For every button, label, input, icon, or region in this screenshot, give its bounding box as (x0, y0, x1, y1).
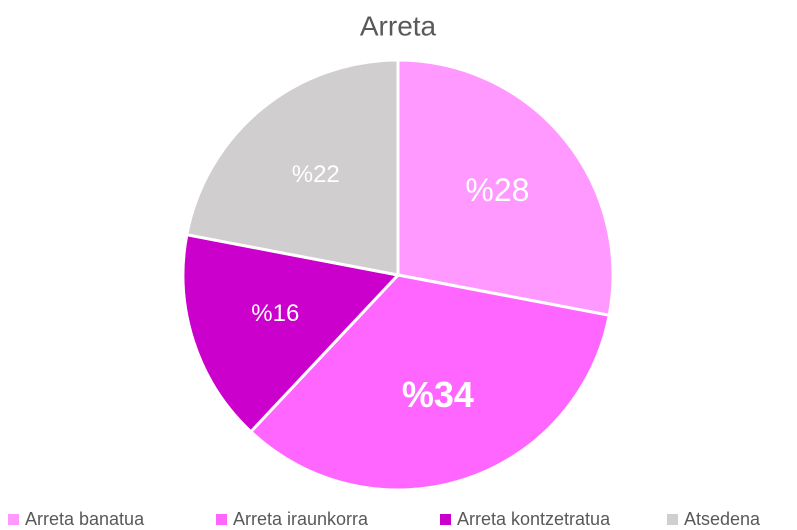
data-label: %22 (292, 161, 340, 188)
legend-label: Arreta iraunkorra (233, 509, 369, 529)
legend-swatch (440, 514, 451, 525)
pie-slice (185, 58, 400, 277)
pie-slice (396, 58, 615, 318)
pie-slice (248, 273, 611, 492)
legend-swatch (667, 514, 678, 525)
data-label: %34 (402, 374, 474, 415)
legend-label: Arreta kontzetratua (457, 509, 611, 529)
legend-label: Arreta banatua (25, 509, 145, 529)
data-label: %28 (465, 172, 529, 208)
data-label: %16 (251, 300, 299, 327)
legend-swatch (8, 514, 19, 525)
pie-slice (181, 232, 401, 434)
legend-swatch (216, 514, 227, 525)
legend-label: Atsedena (684, 509, 761, 529)
chart-title: Arreta (360, 10, 437, 41)
